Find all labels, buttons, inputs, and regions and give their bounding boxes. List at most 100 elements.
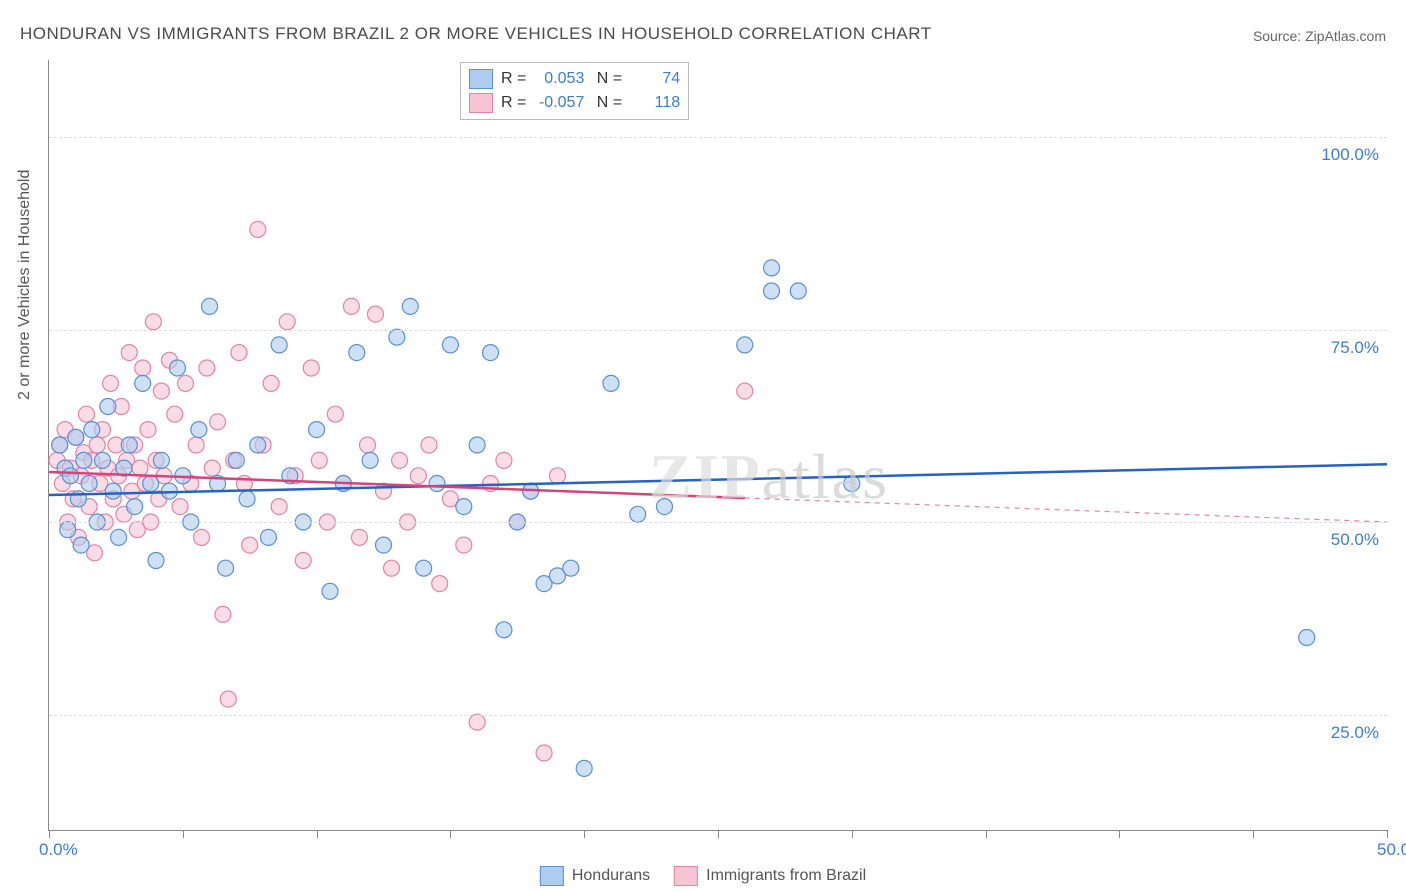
data-point xyxy=(111,529,127,545)
data-point xyxy=(303,360,319,376)
data-point xyxy=(105,483,121,499)
data-point xyxy=(204,460,220,476)
data-point xyxy=(429,476,445,492)
y-tick-label: 100.0% xyxy=(1321,145,1379,165)
data-point xyxy=(737,337,753,353)
data-point xyxy=(135,375,151,391)
data-point xyxy=(250,437,266,453)
legend-label-series1: Hondurans xyxy=(572,867,650,885)
x-tick-label: 50.0% xyxy=(1377,840,1406,860)
data-point xyxy=(536,745,552,761)
data-point xyxy=(359,437,375,453)
swatch-series2-bottom xyxy=(674,866,698,886)
data-point xyxy=(469,714,485,730)
data-point xyxy=(103,375,119,391)
data-point xyxy=(239,491,255,507)
data-point xyxy=(140,422,156,438)
data-point xyxy=(62,468,78,484)
data-point xyxy=(496,622,512,638)
data-point xyxy=(367,306,383,322)
data-point xyxy=(764,283,780,299)
stats-row-series2: R = -0.057 N = 118 xyxy=(469,91,680,115)
data-point xyxy=(199,360,215,376)
chart-title: HONDURAN VS IMMIGRANTS FROM BRAZIL 2 OR … xyxy=(20,24,932,44)
data-point xyxy=(132,460,148,476)
legend-item-series1: Hondurans xyxy=(540,866,650,886)
data-point xyxy=(410,468,426,484)
bottom-legend: Hondurans Immigrants from Brazil xyxy=(540,866,866,886)
data-point xyxy=(432,576,448,592)
data-point xyxy=(362,452,378,468)
trend-line-dashed xyxy=(745,498,1387,522)
data-point xyxy=(148,553,164,569)
data-point xyxy=(169,360,185,376)
data-point xyxy=(376,537,392,553)
data-point xyxy=(215,606,231,622)
data-point xyxy=(402,298,418,314)
data-point xyxy=(630,506,646,522)
data-point xyxy=(76,452,92,468)
data-point xyxy=(143,476,159,492)
data-point xyxy=(81,476,97,492)
swatch-series1-bottom xyxy=(540,866,564,886)
data-point xyxy=(127,499,143,515)
data-point xyxy=(121,345,137,361)
data-point xyxy=(231,345,247,361)
data-point xyxy=(421,437,437,453)
data-point xyxy=(322,583,338,599)
y-axis-title: 2 or more Vehicles in Household xyxy=(16,170,34,400)
data-point xyxy=(68,429,84,445)
data-point xyxy=(656,499,672,515)
legend-label-series2: Immigrants from Brazil xyxy=(706,867,866,885)
data-point xyxy=(52,437,68,453)
data-point xyxy=(469,437,485,453)
data-point xyxy=(416,560,432,576)
data-point xyxy=(220,691,236,707)
data-point xyxy=(121,437,137,453)
chart-container: HONDURAN VS IMMIGRANTS FROM BRAZIL 2 OR … xyxy=(0,0,1406,892)
data-point xyxy=(764,260,780,276)
swatch-series2 xyxy=(469,93,493,113)
data-point xyxy=(145,314,161,330)
data-point xyxy=(84,422,100,438)
data-point xyxy=(263,375,279,391)
data-point xyxy=(191,422,207,438)
data-point xyxy=(228,452,244,468)
data-point xyxy=(483,345,499,361)
data-point xyxy=(737,383,753,399)
data-point xyxy=(790,283,806,299)
x-tick-label: 0.0% xyxy=(39,840,78,860)
data-point xyxy=(135,360,151,376)
data-point xyxy=(271,337,287,353)
data-point xyxy=(271,499,287,515)
data-point xyxy=(1299,630,1315,646)
data-point xyxy=(279,314,295,330)
data-point xyxy=(188,437,204,453)
data-point xyxy=(576,760,592,776)
data-point xyxy=(327,406,343,422)
r-value-series2: -0.057 xyxy=(534,94,584,112)
data-point xyxy=(351,529,367,545)
data-point xyxy=(349,345,365,361)
data-point xyxy=(100,399,116,415)
data-point xyxy=(60,522,76,538)
data-point xyxy=(218,560,234,576)
data-point xyxy=(311,452,327,468)
data-point xyxy=(389,329,405,345)
data-point xyxy=(603,375,619,391)
data-point xyxy=(73,537,89,553)
data-point xyxy=(210,414,226,430)
data-point xyxy=(194,529,210,545)
stats-row-series1: R = 0.053 N = 74 xyxy=(469,67,680,91)
data-point xyxy=(384,560,400,576)
data-point xyxy=(153,383,169,399)
y-tick-label: 50.0% xyxy=(1331,530,1379,550)
data-point xyxy=(78,406,94,422)
data-point xyxy=(89,437,105,453)
swatch-series1 xyxy=(469,69,493,89)
stats-legend-box: R = 0.053 N = 74 R = -0.057 N = 118 xyxy=(460,62,689,120)
data-point xyxy=(153,452,169,468)
y-tick-label: 75.0% xyxy=(1331,338,1379,358)
data-point xyxy=(456,499,472,515)
data-point xyxy=(250,221,266,237)
